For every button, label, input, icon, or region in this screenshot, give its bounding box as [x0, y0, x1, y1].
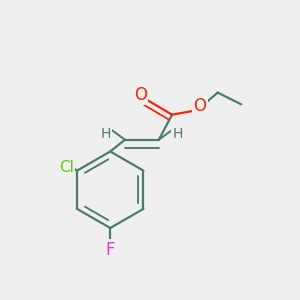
Text: O: O — [194, 98, 207, 116]
Text: H: H — [172, 128, 183, 141]
Text: F: F — [106, 241, 115, 259]
Text: O: O — [134, 86, 147, 104]
Text: H: H — [100, 128, 111, 141]
Text: Cl: Cl — [58, 160, 74, 175]
